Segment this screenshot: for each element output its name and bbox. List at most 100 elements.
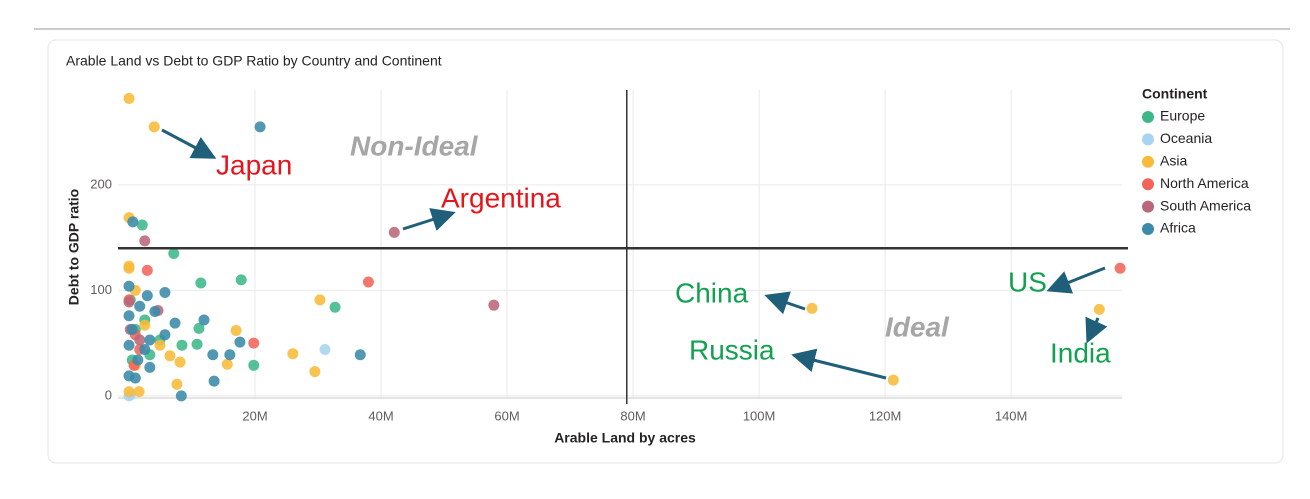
data-point [354, 349, 366, 361]
annotation-arrow [764, 291, 806, 315]
annotation: China [675, 277, 749, 308]
chart-title: Arable Land vs Debt to GDP Ratio by Coun… [66, 53, 442, 69]
data-point [175, 390, 187, 402]
x-tick-label: 100M [743, 408, 776, 423]
legend-marker [1142, 178, 1154, 191]
data-point [193, 322, 205, 334]
annotation-arrow [402, 208, 456, 231]
data-point [287, 348, 299, 360]
card [47, 39, 1284, 464]
data-point [123, 280, 135, 292]
annotation-arrow [161, 128, 217, 159]
data-point [319, 343, 331, 355]
legend-label: Asia [1160, 153, 1187, 169]
legend-title: Continent [1142, 86, 1208, 102]
data-point [134, 300, 146, 312]
data-point [133, 386, 145, 398]
data-point [159, 287, 171, 299]
data-point [149, 306, 161, 318]
data-point [127, 216, 139, 228]
data-point [362, 276, 374, 288]
data-point [144, 334, 156, 346]
x-axis-title: Arable Land by acres [554, 430, 696, 446]
data-point [887, 374, 899, 386]
data-point [248, 359, 260, 371]
data-point [235, 274, 247, 286]
data-point [154, 339, 166, 351]
data-point [488, 299, 500, 311]
legend-marker [1142, 200, 1154, 213]
legend-label: Europe [1160, 108, 1205, 124]
annotation-arrow [791, 348, 887, 380]
data-point [144, 361, 156, 373]
data-point [168, 247, 180, 259]
data-point [198, 314, 210, 326]
data-point [123, 92, 135, 104]
x-tick-label: 40M [368, 408, 393, 423]
y-tick-label: 0 [105, 387, 112, 402]
data-point [248, 337, 260, 349]
legend-marker [1142, 223, 1154, 235]
data-point [1114, 262, 1126, 274]
data-point [139, 235, 151, 247]
data-point [171, 378, 183, 390]
data-point [141, 264, 153, 276]
annotation: Non-Ideal [350, 130, 479, 161]
data-point [123, 310, 135, 322]
y-axis-title: Debt to GDP ratio [66, 189, 82, 305]
annotation: India [1050, 337, 1111, 368]
x-tick-label: 80M [620, 408, 645, 423]
data-point [1093, 303, 1105, 315]
data-point [169, 317, 181, 329]
data-point [141, 290, 153, 302]
y-tick-label: 100 [90, 282, 112, 297]
data-point [224, 349, 236, 361]
legend-label: Oceania [1160, 130, 1212, 146]
data-point [329, 301, 341, 313]
data-point [207, 349, 219, 361]
x-tick-label: 120M [869, 408, 902, 423]
annotation: Ideal [885, 311, 950, 342]
data-point [148, 121, 160, 133]
data-point [123, 386, 135, 398]
annotation-arrow [1046, 266, 1106, 294]
legend-marker [1142, 155, 1154, 168]
data-point [221, 358, 233, 370]
data-point [234, 336, 246, 348]
data-point [191, 338, 203, 350]
annotation: Argentina [441, 182, 561, 213]
data-point [123, 296, 135, 308]
data-point [254, 121, 266, 133]
legend-label: North America [1160, 175, 1249, 191]
y-tick-label: 200 [90, 176, 112, 191]
legend-label: Africa [1160, 220, 1196, 236]
annotation: Russia [689, 334, 775, 365]
data-point [134, 334, 146, 346]
data-point [174, 356, 186, 368]
data-point [129, 372, 141, 384]
legend-marker [1142, 111, 1154, 123]
data-point [132, 354, 144, 366]
x-tick-label: 140M [995, 408, 1028, 423]
data-point [309, 366, 321, 378]
data-point [139, 343, 151, 355]
legend-marker [1142, 133, 1154, 146]
x-tick-label: 20M [242, 408, 267, 423]
data-point [176, 339, 188, 351]
data-point [123, 260, 135, 272]
annotation: US [1008, 266, 1047, 297]
data-point [164, 350, 176, 362]
data-point [126, 323, 138, 335]
legend-label: South America [1160, 197, 1251, 213]
data-point [195, 277, 207, 289]
data-point [314, 294, 326, 306]
data-point [139, 319, 151, 331]
data-point [230, 324, 242, 336]
data-point [388, 226, 400, 238]
data-point [806, 302, 818, 314]
data-point [136, 219, 148, 231]
x-tick-label: 60M [494, 408, 519, 423]
data-point [208, 375, 220, 387]
